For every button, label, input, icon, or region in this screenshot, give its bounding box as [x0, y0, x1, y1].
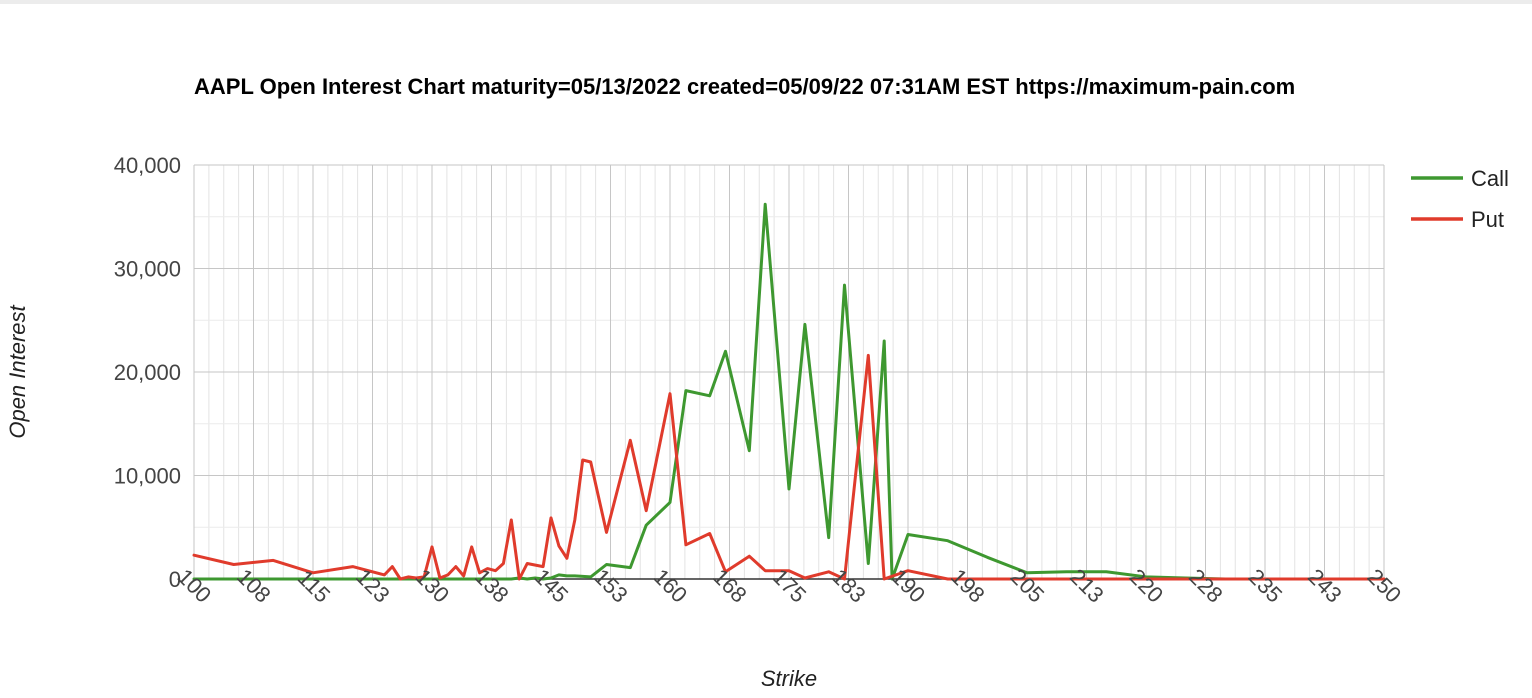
series-layer [192, 202, 1386, 581]
y-tick-label: 30,000 [114, 257, 181, 282]
top-border [0, 0, 1532, 4]
y-tick-label: 10,000 [114, 464, 181, 489]
series-line-put [192, 353, 1386, 581]
y-axis-title: Open Interest [5, 304, 30, 438]
legend: Call Put [1411, 166, 1509, 232]
y-tick-label: 40,000 [114, 153, 181, 178]
series-line-call [192, 202, 1386, 581]
y-tick-label: 0 [169, 567, 181, 592]
chart-title: AAPL Open Interest Chart maturity=05/13/… [194, 74, 1296, 99]
y-tick-label: 20,000 [114, 360, 181, 385]
grid-major [193, 164, 1385, 579]
legend-label-call: Call [1471, 166, 1509, 191]
y-axis-ticks: 0 10,000 20,000 30,000 40,000 [114, 153, 181, 592]
x-axis-title: Strike [761, 666, 817, 691]
legend-label-put: Put [1471, 207, 1504, 232]
